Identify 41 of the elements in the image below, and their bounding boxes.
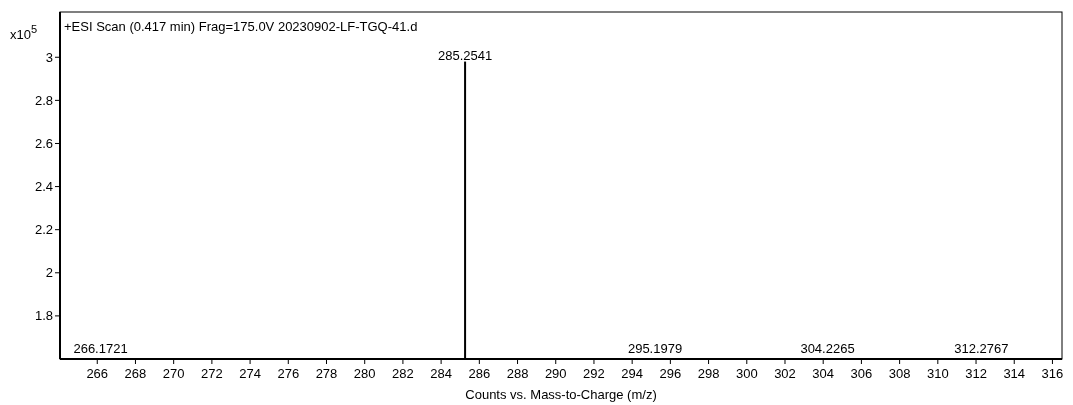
x-tick-label: 282 <box>392 366 414 381</box>
x-tick-label: 314 <box>1003 366 1026 381</box>
y-tick-label: 2.2 <box>34 222 53 238</box>
x-axis-title: Counts vs. Mass-to-Charge (m/z) <box>465 387 657 402</box>
y-tick-label: 2.8 <box>34 92 53 108</box>
y-tick-label: 1.8 <box>34 308 53 324</box>
x-tick-label: 280 <box>353 366 376 381</box>
x-tick-label: 294 <box>621 366 644 381</box>
x-tick-label: 290 <box>544 366 567 381</box>
y-axis-title: x10$^{5}$ <box>10 23 38 42</box>
x-tick-label: 312 <box>965 366 987 381</box>
x-tick-label: 270 <box>162 366 185 381</box>
y-tick-label: 2 <box>45 265 53 281</box>
x-tick-label: 304 <box>812 366 835 381</box>
x-tick-label: 310 <box>926 366 949 381</box>
annotation: 312.2767 <box>954 341 1009 356</box>
annotation: 266.1721 <box>73 341 128 356</box>
x-tick-label: 268 <box>124 366 147 381</box>
annotation: 285.2541 <box>437 47 493 63</box>
x-tick-label: 286 <box>468 366 491 381</box>
x-tick-label: 298 <box>697 366 720 381</box>
x-tick-label: 278 <box>315 366 338 381</box>
x-tick-label: 300 <box>735 366 758 381</box>
y-tick-label: 3 <box>45 49 53 65</box>
y-tick-label: 2.4 <box>34 179 53 195</box>
x-tick-label: 272 <box>201 366 223 381</box>
x-tick-label: 308 <box>888 366 911 381</box>
annotation: 304.2265 <box>800 341 855 356</box>
x-tick-label: 274 <box>239 366 261 381</box>
x-tick-label: 296 <box>659 366 682 381</box>
x-tick-label: 284 <box>430 366 452 381</box>
x-tick-label: 288 <box>506 366 529 381</box>
x-tick-label: 292 <box>583 366 605 381</box>
x-tick-label: 316 <box>1041 366 1064 381</box>
x-tick-label: 306 <box>850 366 873 381</box>
x-tick-label: 302 <box>774 366 796 381</box>
x-tick-label: 276 <box>277 366 300 381</box>
annotation: 295.1979 <box>627 341 683 356</box>
text: +ESI Scan (0.417 min) Frag=175.0V 20230902-LF-TGQ-41.d <box>64 19 418 34</box>
y-tick-label: 2.6 <box>34 136 53 152</box>
x-tick-label: 266 <box>86 366 109 381</box>
